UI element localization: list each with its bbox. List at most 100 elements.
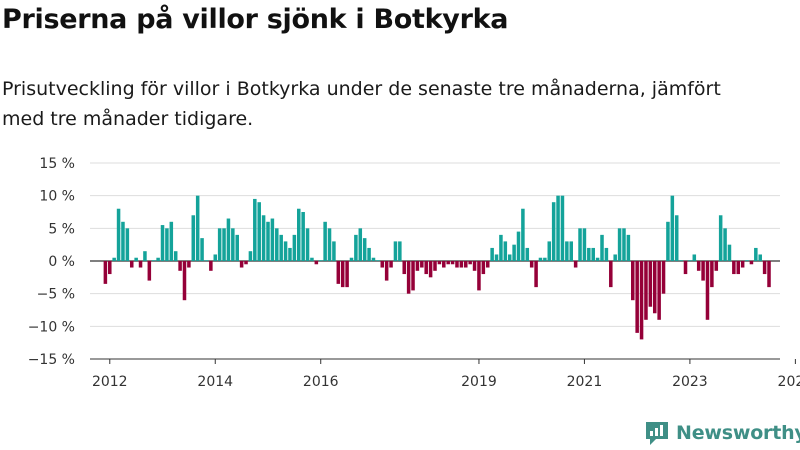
bar	[297, 208, 301, 261]
bar	[468, 261, 472, 265]
x-tick-label: 2021	[567, 374, 603, 390]
bar	[138, 261, 143, 268]
bar	[248, 251, 253, 261]
bar	[745, 260, 749, 261]
bar	[116, 208, 121, 261]
bar	[674, 215, 679, 261]
bar	[582, 228, 587, 261]
bar	[683, 261, 688, 275]
bar	[428, 261, 433, 278]
x-tick-label: 2016	[303, 374, 339, 390]
bar	[644, 261, 648, 320]
bar	[270, 218, 275, 261]
bar	[103, 261, 108, 284]
bar	[507, 254, 512, 261]
bar	[481, 261, 486, 275]
bar	[455, 261, 459, 268]
bar	[411, 261, 415, 291]
x-tick-label: 2014	[197, 374, 233, 390]
bar	[358, 228, 363, 261]
bar	[143, 251, 147, 261]
bar	[283, 241, 288, 261]
bar	[613, 254, 617, 261]
bar	[261, 215, 266, 261]
bar	[226, 218, 231, 261]
bar	[147, 261, 152, 281]
bar-chart: 15 %10 %5 %0 %−5 %−10 %−15 % 2012 2014 201…	[28, 156, 800, 390]
bar	[371, 257, 376, 261]
bar	[534, 261, 538, 288]
bar	[292, 234, 297, 261]
bar	[160, 225, 165, 261]
bar	[187, 261, 191, 268]
bar	[758, 254, 762, 261]
bar	[670, 195, 675, 261]
bar	[380, 261, 385, 268]
bar	[314, 261, 319, 265]
bar	[578, 228, 582, 261]
bar	[652, 261, 657, 314]
bar	[415, 261, 420, 271]
bar	[323, 221, 327, 261]
bar	[622, 228, 626, 261]
bar	[732, 261, 736, 275]
bar	[182, 261, 187, 301]
bar	[762, 261, 767, 275]
bar	[204, 260, 209, 261]
bar	[560, 195, 565, 261]
bar	[367, 247, 371, 261]
bar	[178, 261, 182, 271]
bar	[714, 261, 719, 271]
bar	[420, 261, 424, 268]
bar	[556, 195, 560, 261]
bar	[253, 198, 257, 261]
x-tick-label: 2012	[92, 374, 128, 390]
bar	[617, 228, 622, 261]
bar	[209, 261, 213, 271]
brand-name: Newsworthy	[676, 422, 800, 444]
bar	[688, 260, 692, 261]
bar	[705, 261, 710, 320]
bar	[305, 228, 310, 261]
y-tick-label: −15 %	[28, 352, 75, 368]
bar	[692, 254, 697, 261]
bar	[288, 247, 292, 261]
bar	[679, 260, 683, 261]
bar	[446, 261, 450, 265]
bar	[384, 261, 389, 281]
bar	[661, 261, 666, 294]
bar	[631, 261, 635, 301]
bar	[503, 241, 508, 261]
bar	[499, 234, 503, 261]
bar	[521, 208, 525, 261]
bar	[604, 247, 609, 261]
bar	[710, 261, 714, 288]
bar	[573, 261, 578, 268]
x-tick-label: 2025	[778, 374, 800, 390]
bar	[393, 241, 398, 261]
bar	[696, 261, 701, 271]
y-tick-label: 5 %	[48, 221, 75, 237]
bar	[494, 254, 499, 261]
bar	[345, 261, 349, 288]
bar	[354, 234, 358, 261]
bar	[213, 254, 218, 261]
bar	[736, 261, 741, 275]
bar	[551, 202, 556, 261]
bar	[279, 234, 283, 261]
bar	[362, 238, 367, 261]
bar	[239, 261, 244, 268]
bar	[222, 228, 226, 261]
bar	[129, 261, 134, 268]
bar	[349, 257, 354, 261]
bar	[195, 195, 200, 261]
bar	[754, 247, 758, 261]
bar	[437, 261, 442, 265]
bar	[151, 260, 156, 261]
bar	[406, 261, 411, 294]
bar	[442, 261, 446, 268]
bar	[635, 261, 639, 333]
y-tick-label: 15 %	[39, 156, 75, 172]
bar	[459, 261, 464, 268]
bar	[266, 221, 270, 261]
